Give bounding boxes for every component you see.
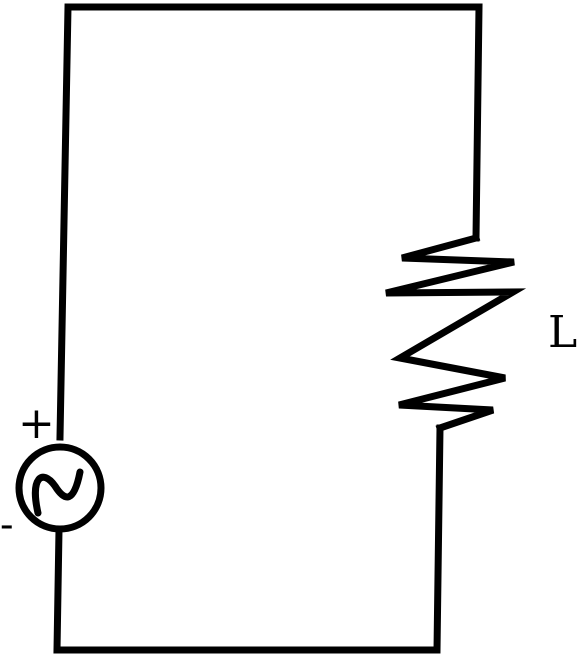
wire-bottom-loop (53, 424, 444, 654)
positive-terminal-label: + (18, 398, 55, 449)
wire-top-loop (56, 3, 483, 441)
resistor (385, 233, 527, 433)
ac-source-circle (15, 443, 105, 533)
resistor-label: L (548, 307, 577, 358)
negative-terminal-label: - (0, 502, 14, 548)
ac-source-wave-icon (31, 468, 84, 517)
